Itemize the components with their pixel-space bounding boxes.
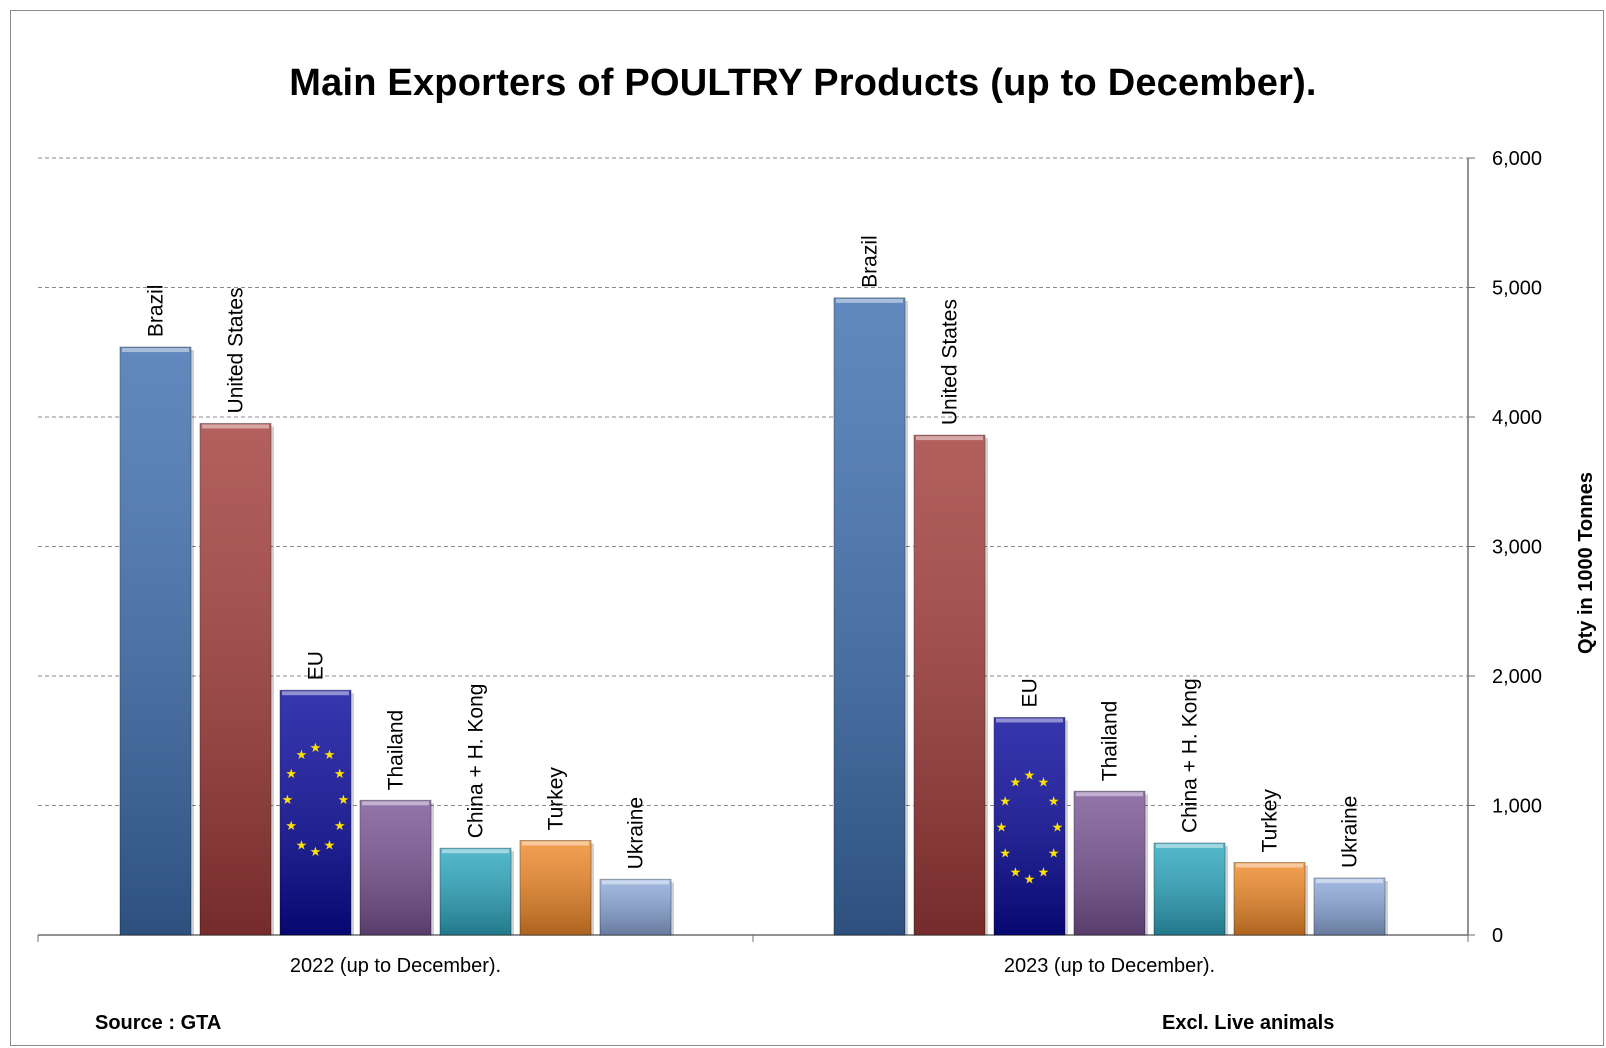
bar-shade — [834, 297, 905, 935]
bar-label-china-h-kong: China + H. Kong — [1179, 678, 1202, 833]
bar-highlight — [202, 424, 269, 429]
bar-highlight — [522, 841, 589, 846]
bar-highlight — [1076, 792, 1143, 797]
eu-star-icon: ★ — [285, 818, 297, 833]
eu-star-icon: ★ — [310, 740, 322, 755]
eu-star-icon: ★ — [1024, 871, 1036, 886]
eu-star-icon: ★ — [296, 747, 308, 762]
bar-label-ukraine: Ukraine — [625, 797, 648, 869]
bar-shade — [520, 840, 591, 935]
eu-star-icon: ★ — [999, 845, 1011, 860]
bar-label-china-h-kong: China + H. Kong — [465, 684, 488, 839]
eu-star-icon: ★ — [285, 766, 297, 781]
eu-star-icon: ★ — [996, 819, 1008, 834]
y-tick-label: 1,000 — [1492, 796, 1542, 818]
bar-shade — [120, 347, 191, 935]
bar-highlight — [362, 801, 429, 806]
excl-note: Excl. Live animals — [1162, 1012, 1335, 1034]
eu-star-icon: ★ — [1010, 864, 1022, 879]
source-note: Source : GTA — [95, 1012, 222, 1034]
chart-frame — [10, 10, 1604, 1046]
bar-label-brazil: Brazil — [145, 285, 168, 338]
x-category-label: 2023 (up to December). — [1004, 955, 1215, 977]
y-tick-label: 3,000 — [1492, 537, 1542, 559]
eu-star-icon: ★ — [334, 766, 346, 781]
y-tick-label: 0 — [1492, 925, 1503, 947]
eu-star-icon: ★ — [1024, 767, 1036, 782]
bar-shade — [1154, 843, 1225, 935]
bar-label-thailand: Thailand — [1099, 701, 1122, 782]
bar-label-thailand: Thailand — [385, 710, 408, 791]
eu-star-icon: ★ — [338, 792, 350, 807]
bar-label-ukraine: Ukraine — [1339, 796, 1362, 868]
eu-star-icon: ★ — [296, 837, 308, 852]
bar-label-turkey: Turkey — [1259, 789, 1282, 853]
bar-highlight — [916, 436, 983, 441]
eu-star-icon: ★ — [1010, 774, 1022, 789]
y-tick-label: 6,000 — [1492, 148, 1542, 170]
eu-star-icon: ★ — [324, 747, 336, 762]
bar-shade — [1074, 791, 1145, 935]
bar-shade — [200, 423, 271, 935]
bar-shade — [1234, 862, 1305, 935]
bar-label-united-states: United States — [225, 287, 248, 413]
bar-highlight — [122, 348, 189, 353]
eu-star-icon: ★ — [1052, 819, 1064, 834]
bar-highlight — [1156, 844, 1223, 849]
bar-shade — [914, 435, 985, 935]
y-axis-title: Qty in 1000 Tonnes — [1575, 472, 1597, 654]
chart-title: Main Exporters of POULTRY Products (up t… — [289, 62, 1317, 104]
y-tick-label: 2,000 — [1492, 666, 1542, 688]
eu-star-icon: ★ — [324, 837, 336, 852]
bar-highlight — [836, 298, 903, 303]
eu-star-icon: ★ — [999, 793, 1011, 808]
y-tick-label: 4,000 — [1492, 407, 1542, 429]
eu-star-icon: ★ — [1048, 793, 1060, 808]
eu-star-icon: ★ — [1038, 864, 1050, 879]
bar-highlight — [442, 849, 509, 854]
eu-star-icon: ★ — [282, 792, 294, 807]
bar-label-turkey: Turkey — [545, 767, 568, 831]
bar-shade — [1314, 878, 1385, 935]
bar-highlight — [602, 880, 669, 885]
eu-star-icon: ★ — [334, 818, 346, 833]
bar-shade — [994, 717, 1065, 935]
bar-shade — [280, 690, 351, 935]
bar-label-brazil: Brazil — [859, 235, 882, 288]
eu-star-icon: ★ — [1038, 774, 1050, 789]
bar-label-united-states: United States — [939, 299, 962, 425]
eu-star-icon: ★ — [1048, 845, 1060, 860]
bar-highlight — [996, 718, 1063, 723]
bar-shade — [600, 879, 671, 935]
eu-star-icon: ★ — [310, 844, 322, 859]
bar-highlight — [282, 691, 349, 696]
bar-label-eu: EU — [305, 651, 328, 680]
bar-highlight — [1316, 879, 1383, 884]
bar-label-eu: EU — [1019, 678, 1042, 707]
bar-shade — [360, 800, 431, 935]
y-tick-label: 5,000 — [1492, 278, 1542, 300]
bar-highlight — [1236, 863, 1303, 868]
x-category-label: 2022 (up to December). — [290, 955, 501, 977]
bar-shade — [440, 848, 511, 935]
